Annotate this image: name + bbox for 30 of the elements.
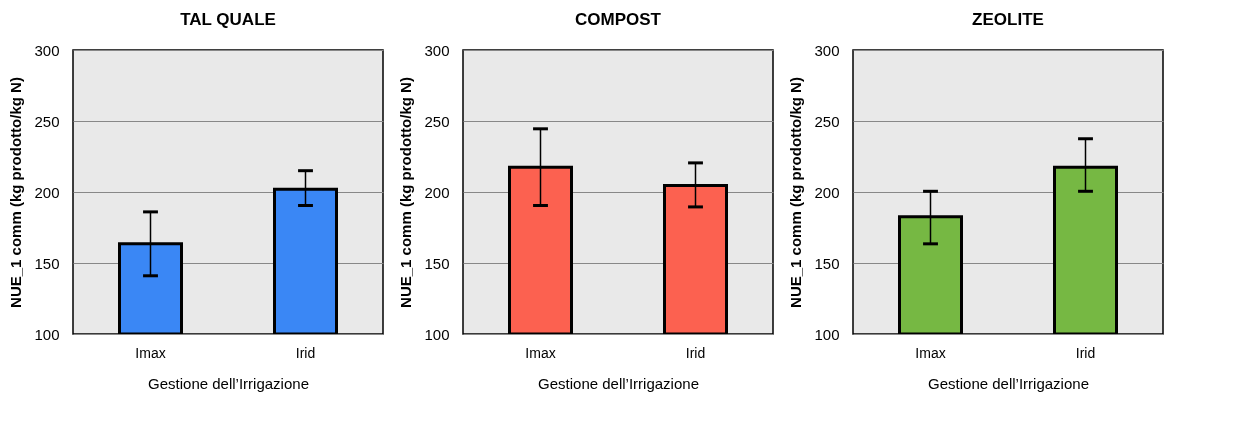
y-tick-label: 300 [814, 41, 840, 59]
x-tick-label: Imax [525, 344, 556, 361]
chart-title: ZEOLITE [972, 10, 1044, 29]
y-axis-title: NUE_1 comm (kg prodotto/kg N) [7, 77, 25, 308]
y-axis-title: NUE_1 comm (kg prodotto/kg N) [397, 77, 415, 308]
x-axis-title: Gestione dell’Irrigazione [538, 374, 699, 392]
x-axis-title: Gestione dell’Irrigazione [148, 374, 309, 392]
y-tick-label: 200 [814, 183, 840, 201]
y-tick-label: 300 [424, 41, 450, 59]
y-tick-label: 150 [34, 254, 60, 272]
y-tick-label: 200 [34, 183, 60, 201]
y-tick-label: 250 [34, 112, 60, 130]
x-tick-label: Irid [1075, 344, 1096, 361]
chart-title: TAL QUALE [180, 10, 276, 29]
x-tick-label: Imax [915, 344, 946, 361]
y-tick-label: 100 [34, 325, 60, 343]
y-tick-label: 250 [424, 112, 450, 130]
x-tick-label: Imax [135, 344, 166, 361]
y-tick-label: 200 [424, 183, 450, 201]
y-tick-label: 300 [34, 41, 60, 59]
y-tick-label: 100 [814, 325, 840, 343]
y-tick-label: 100 [424, 325, 450, 343]
x-axis-title: Gestione dell’Irrigazione [928, 374, 1089, 392]
x-tick-label: Irid [685, 344, 706, 361]
y-axis-title: NUE_1 comm (kg prodotto/kg N) [787, 77, 805, 308]
x-tick-label: Irid [295, 344, 316, 361]
y-tick-label: 250 [814, 112, 840, 130]
chart-title: COMPOST [575, 10, 662, 29]
y-tick-label: 150 [424, 254, 450, 272]
y-tick-label: 150 [814, 254, 840, 272]
